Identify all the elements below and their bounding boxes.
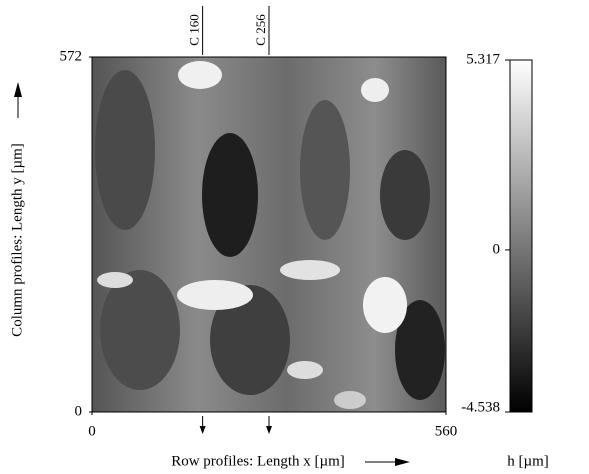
colorbar-label: h [µm]: [507, 453, 549, 469]
colorbar-tick-label: -4.538: [461, 399, 500, 415]
x-arrow-head: [395, 458, 410, 466]
y-tick-label: 572: [60, 48, 83, 64]
y-axis-label: Column profiles: Length y [µm]: [9, 143, 25, 337]
profile-label: C 160: [187, 14, 202, 45]
x-axis-label: Row profiles: Length x [µm]: [171, 453, 345, 469]
x-tick-label: 0: [88, 423, 96, 439]
plot-frame: [91, 56, 447, 413]
height-map: [92, 57, 446, 412]
colorbar-tick-label: 5.317: [466, 51, 500, 67]
x-tick-label: 560: [435, 423, 458, 439]
colorbar: [509, 59, 533, 413]
profile-marker-head: [266, 426, 272, 434]
y-arrow-head: [14, 82, 22, 97]
y-tick-label: 0: [75, 403, 83, 419]
colorbar-tick-label: 0: [493, 241, 501, 257]
profile-marker-head: [199, 426, 206, 434]
profile-label: C 256: [253, 14, 268, 46]
